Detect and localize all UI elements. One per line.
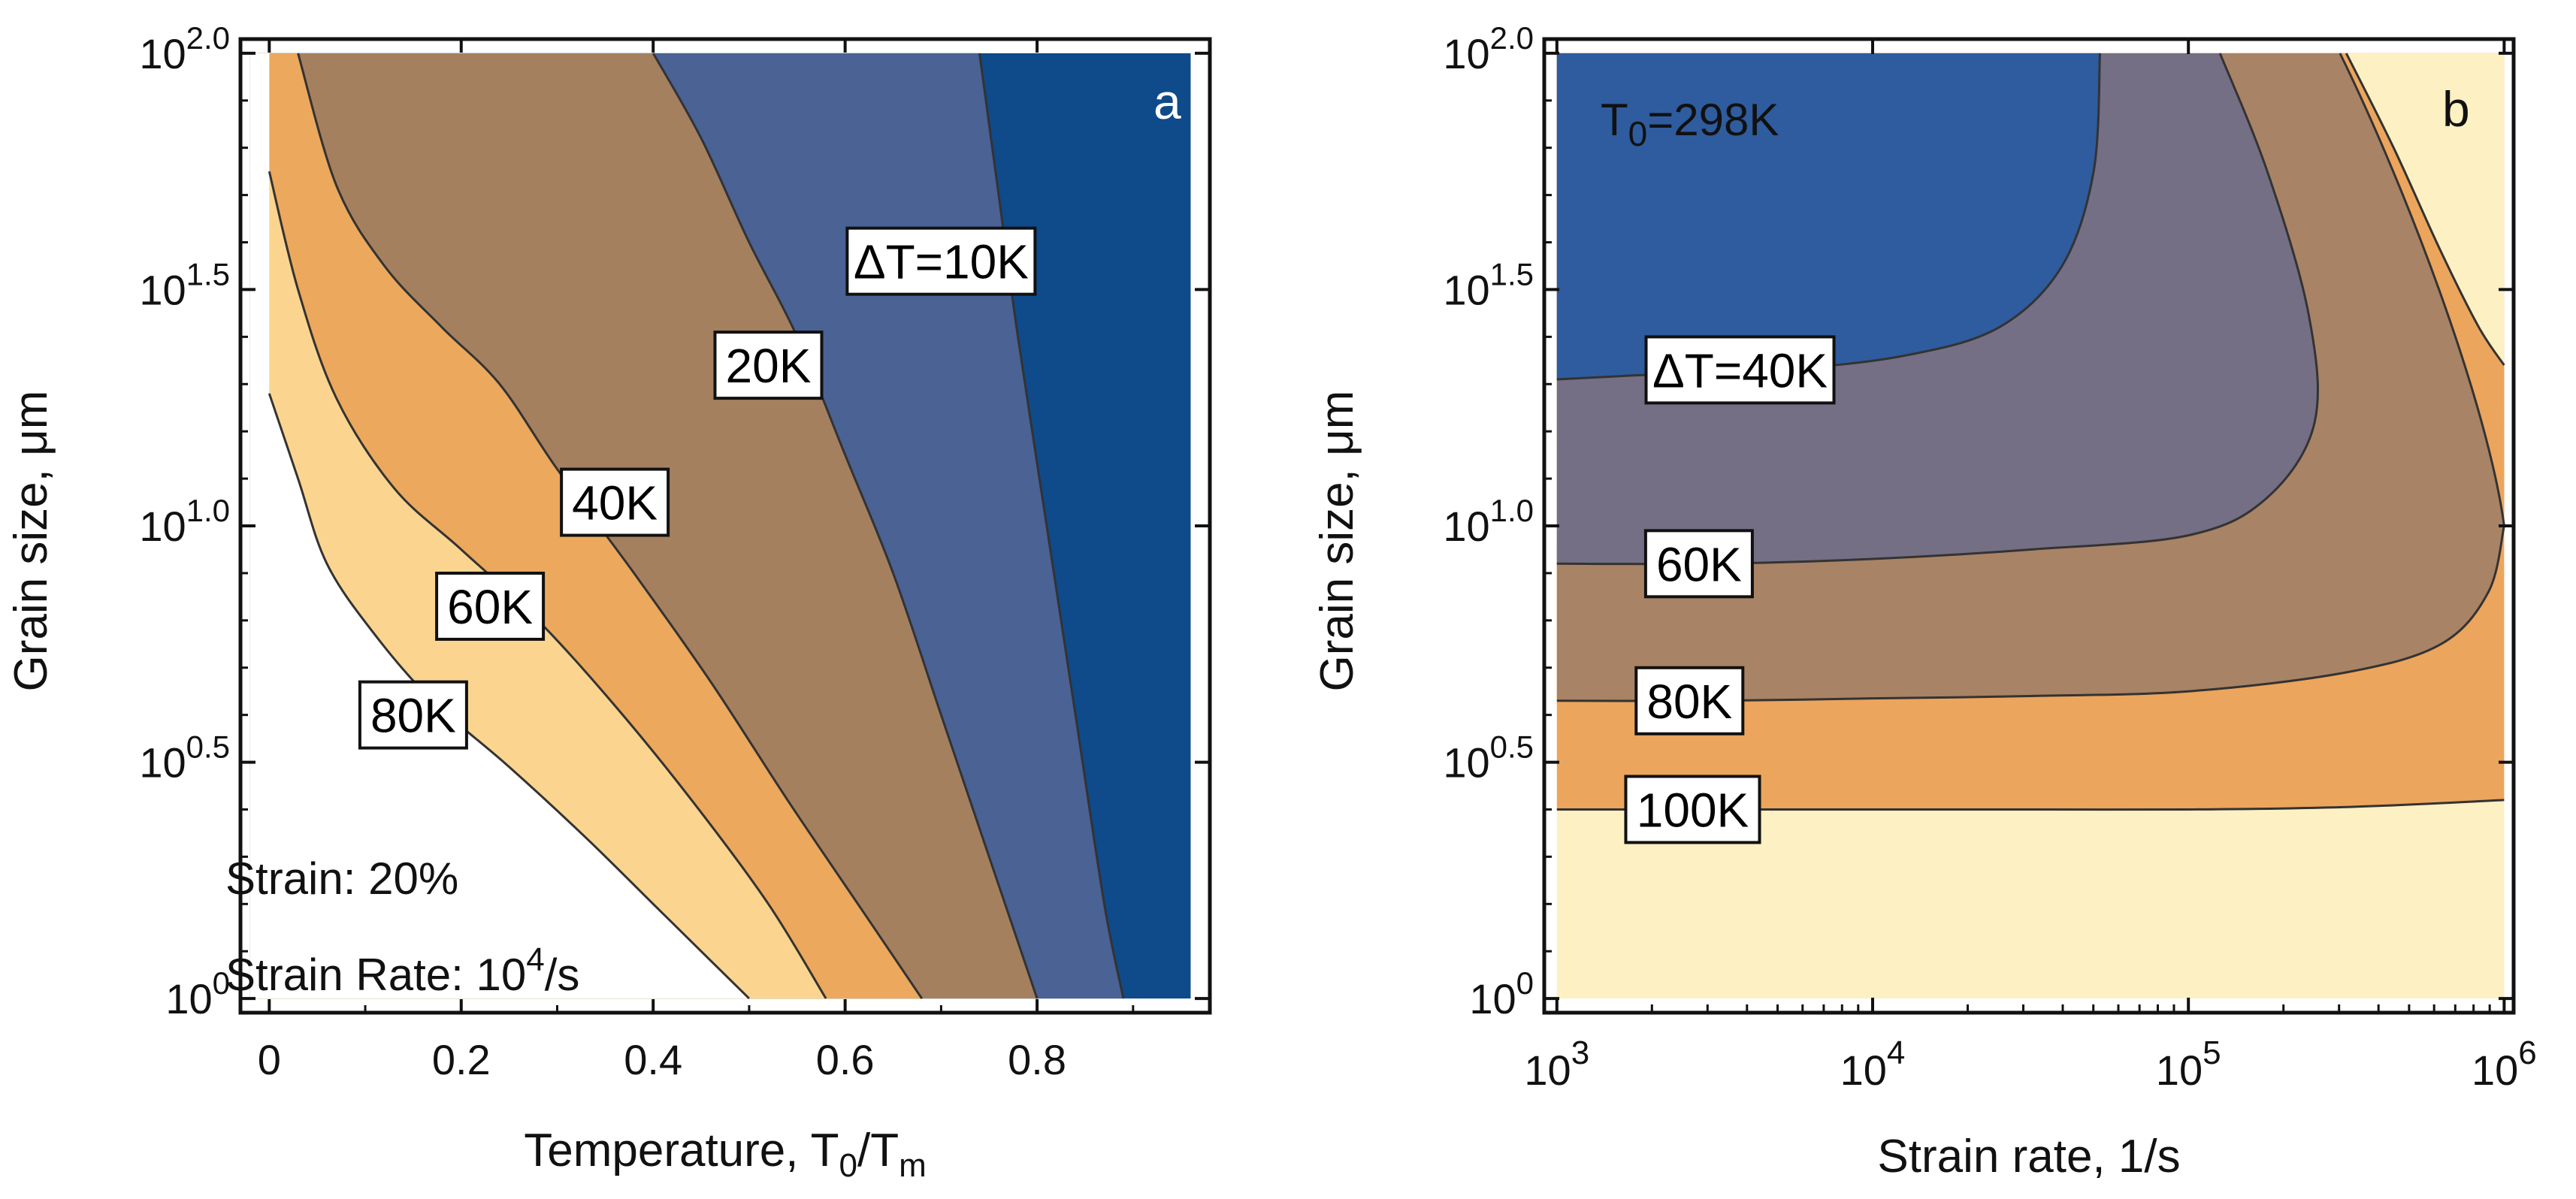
x-tick-label-b: 105 bbox=[2156, 1034, 2221, 1094]
x-tick-label-b: 103 bbox=[1524, 1034, 1589, 1094]
y-axis-ticks-b: 100 100.5 101.0 101.5 102.0 bbox=[1443, 20, 2514, 1022]
contour-labels-a: ΔT=10K 20K 40K 60K 80K bbox=[358, 226, 1037, 750]
contour-label-a-40k: 40K bbox=[560, 467, 670, 537]
band-b-lt40 bbox=[1556, 53, 2100, 380]
contour-fills-b bbox=[1556, 53, 2505, 999]
y-tick-label-a: 100 bbox=[165, 965, 230, 1022]
y-axis-title-b: Grain size, μm bbox=[1311, 391, 1363, 692]
y-axis-title-a: Grain size, μm bbox=[5, 391, 57, 692]
y-tick-label-b: 101.5 bbox=[1443, 256, 1534, 313]
y-tick-label-b: 100 bbox=[1469, 965, 1534, 1022]
contour-label-b-40k-text: ΔT=40K bbox=[1652, 343, 1828, 397]
contour-fills-a bbox=[249, 53, 1191, 999]
contour-line-a-20k bbox=[652, 53, 1039, 999]
contour-label-b-80k-text: 80K bbox=[1646, 675, 1732, 729]
y-tick-label-a: 100.5 bbox=[139, 729, 230, 787]
y-axis-ticks-a: 100 100.5 101.0 101.5 102.0 bbox=[139, 20, 1210, 1022]
contour-label-a-60k-box bbox=[435, 571, 546, 641]
y-tick-label-b: 102.0 bbox=[1443, 20, 1534, 77]
panel-letter-b: b bbox=[2442, 81, 2470, 137]
contour-label-a-10k-text: ΔT=10K bbox=[854, 235, 1029, 289]
annotation-strain: Strain: 20% bbox=[225, 853, 458, 904]
panel-b: 103 104 105 106 100 100.5 101.0 101.5 102.0 b T… bbox=[1311, 20, 2537, 1182]
contour-label-a-80k-box bbox=[358, 680, 468, 750]
contour-label-b-100k: 100K bbox=[1624, 775, 1761, 844]
contour-label-b-60k-text: 60K bbox=[1656, 537, 1742, 591]
contour-label-a-10k: ΔT=10K bbox=[845, 226, 1037, 296]
contour-label-b-60k: 60K bbox=[1643, 529, 1754, 599]
band-b-tr-brown bbox=[2220, 53, 2505, 527]
contour-label-b-80k: 80K bbox=[1634, 666, 1745, 735]
contour-label-b-60k-box bbox=[1643, 529, 1754, 599]
x-tick-label-b: 104 bbox=[1840, 1034, 1906, 1094]
contour-label-a-20k-text: 20K bbox=[726, 339, 812, 393]
x-axis-title-a: Temperature, T0/Tm bbox=[524, 1125, 927, 1184]
contour-label-b-100k-box bbox=[1624, 775, 1761, 844]
contour-label-a-40k-box bbox=[560, 467, 670, 537]
contour-line-b-60k bbox=[1556, 53, 2319, 566]
contour-label-b-80k-box bbox=[1634, 666, 1745, 735]
contour-label-a-40k-text: 40K bbox=[572, 476, 658, 530]
annotation-strain-rate: Strain Rate: 104/s bbox=[225, 941, 579, 1000]
band-a-gt80 bbox=[249, 53, 749, 999]
x-tick-label-a: 0.4 bbox=[624, 1036, 682, 1083]
contour-label-a-60k-text: 60K bbox=[447, 580, 533, 634]
x-tick-label-a: 0 bbox=[258, 1036, 281, 1083]
contour-label-a-20k-box bbox=[713, 331, 824, 400]
y-tick-label-b: 101.0 bbox=[1443, 493, 1534, 550]
contour-label-b-100k-text: 100K bbox=[1637, 783, 1749, 837]
y-tick-label-a: 101.0 bbox=[139, 493, 230, 550]
contour-line-b-corner bbox=[2339, 53, 2505, 527]
y-tick-label-a: 102.0 bbox=[139, 20, 230, 77]
contour-label-a-10k-box bbox=[845, 226, 1037, 296]
panel-letter-a: a bbox=[1153, 74, 1181, 129]
x-axis-title-b: Strain rate, 1/s bbox=[1877, 1131, 2180, 1182]
y-tick-label-b: 100.5 bbox=[1443, 729, 1534, 787]
contour-label-a-60k: 60K bbox=[435, 571, 546, 641]
annotation-t0: T0=298K bbox=[1601, 95, 1779, 153]
x-axis-ticks-b: 103 104 105 106 bbox=[1524, 39, 2537, 1094]
contour-label-b-40k: ΔT=40K bbox=[1644, 335, 1836, 405]
contour-labels-b: ΔT=40K 60K 80K 100K bbox=[1624, 335, 1836, 844]
contour-label-a-80k: 80K bbox=[358, 680, 468, 750]
x-tick-label-a: 0.8 bbox=[1008, 1036, 1066, 1083]
x-axis-ticks-a: 0 0.2 0.4 0.6 0.8 bbox=[258, 39, 1135, 1083]
x-tick-label-a: 0.2 bbox=[432, 1036, 491, 1083]
contour-label-b-40k-box bbox=[1644, 335, 1836, 405]
x-tick-label-b: 106 bbox=[2472, 1034, 2537, 1094]
contour-label-a-80k-text: 80K bbox=[370, 689, 456, 743]
contour-line-b-110k bbox=[2345, 53, 2505, 366]
contour-line-a-10k bbox=[978, 53, 1125, 999]
x-tick-label-a: 0.6 bbox=[816, 1036, 875, 1083]
y-tick-label-a: 101.5 bbox=[139, 256, 230, 313]
contour-line-a-80k bbox=[268, 393, 750, 1000]
contour-label-a-20k: 20K bbox=[713, 331, 824, 400]
